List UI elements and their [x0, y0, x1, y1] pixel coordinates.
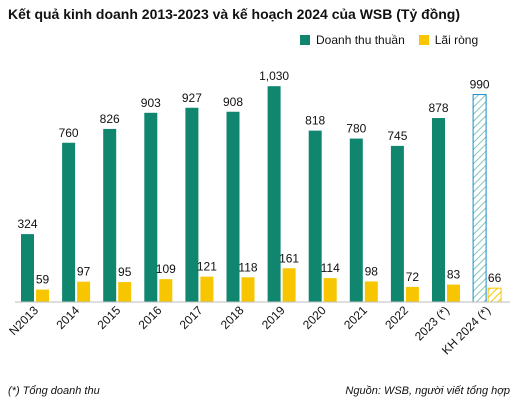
- value-label-revenue: 780: [346, 122, 366, 136]
- bar-revenue: [390, 145, 404, 302]
- value-label-profit: 98: [365, 264, 379, 278]
- bar-revenue: [226, 111, 240, 302]
- x-tick-label: 2022: [382, 303, 411, 332]
- value-label-revenue: 826: [100, 112, 120, 126]
- bar-profit: [487, 287, 502, 303]
- chart-title: Kết quả kinh doanh 2013-2023 và kế hoạch…: [8, 6, 461, 22]
- value-label-profit: 95: [118, 265, 132, 279]
- bar-revenue: [267, 86, 281, 302]
- bar-profit: [118, 282, 132, 302]
- value-label-revenue: 927: [182, 91, 202, 105]
- value-label-revenue: 908: [223, 95, 243, 109]
- value-label-profit: 97: [77, 265, 91, 279]
- value-label-profit: 121: [197, 260, 217, 274]
- bar-revenue: [21, 234, 34, 302]
- bar-profit: [36, 289, 49, 302]
- value-label-revenue: 878: [428, 101, 448, 115]
- x-tick-label: 2018: [218, 303, 247, 332]
- bar-profit: [241, 277, 255, 302]
- chart-legend: Doanh thu thuần Lãi ròng: [300, 33, 492, 47]
- legend-item-profit: Lãi ròng: [418, 33, 479, 47]
- bar-profit: [405, 286, 419, 302]
- value-labels-layer: 324 59 760 97 826 95 903 109 927 121 908 118 1,030 16…: [17, 69, 501, 286]
- bar-revenue: [308, 130, 322, 302]
- x-tick-label: 2015: [95, 303, 124, 332]
- legend-swatch-revenue: [300, 35, 310, 45]
- bar-profit: [364, 281, 378, 302]
- value-label-profit: 118: [238, 260, 257, 274]
- x-tick-label: 2016: [136, 303, 165, 332]
- value-label-revenue: 1,030: [259, 69, 289, 83]
- value-label-profit: 66: [488, 271, 502, 285]
- bar-revenue: [432, 118, 445, 303]
- footnote: (*) Tổng doanh thu: [8, 385, 100, 397]
- bar-profit: [159, 279, 173, 302]
- value-label-profit: 161: [279, 251, 299, 265]
- value-label-profit: 109: [156, 262, 176, 276]
- bar-profit: [282, 268, 296, 302]
- bars-layer: [21, 86, 502, 303]
- bar-profit: [77, 281, 91, 302]
- bar-revenue: [62, 142, 76, 302]
- legend-swatch-profit: [418, 35, 429, 45]
- bar-revenue: [103, 128, 117, 302]
- value-label-revenue: 745: [387, 129, 407, 143]
- bar-revenue: [185, 107, 199, 303]
- value-label-profit: 83: [447, 268, 461, 282]
- x-tick-label: 2019: [259, 303, 288, 332]
- value-label-revenue: 903: [141, 96, 161, 110]
- bar-profit: [447, 284, 460, 302]
- x-tick-labels-layer: N2013 2014 2015 2016 2017 2018 2019 2020 2021 202…: [6, 303, 493, 357]
- legend-item-revenue: Doanh thu thuần: [300, 33, 405, 47]
- legend-label-revenue: Doanh thu thuần: [316, 33, 405, 47]
- value-label-revenue: 990: [470, 78, 490, 92]
- bar-revenue: [349, 138, 363, 302]
- x-tick-label: N2013: [6, 303, 41, 338]
- bar-profit: [323, 278, 337, 302]
- source-note: Nguồn: WSB, người viết tổng hợp: [345, 385, 510, 397]
- value-label-profit: 114: [321, 261, 340, 275]
- value-label-revenue: 818: [305, 114, 325, 128]
- value-label-profit: 72: [406, 270, 420, 284]
- x-tick-label: 2017: [177, 303, 206, 332]
- value-label-revenue: 760: [59, 126, 79, 140]
- x-tick-label: 2020: [300, 303, 329, 332]
- value-label-profit: 59: [36, 273, 50, 287]
- x-tick-label: 2014: [53, 303, 82, 332]
- bar-revenue: [144, 112, 158, 302]
- bar-revenue: [472, 94, 487, 303]
- bar-profit: [200, 276, 214, 302]
- x-tick-label: 2021: [341, 303, 370, 332]
- legend-label-profit: Lãi ròng: [434, 33, 479, 47]
- value-label-revenue: 324: [17, 217, 37, 231]
- x-tick-label: 2023 (*): [412, 303, 452, 343]
